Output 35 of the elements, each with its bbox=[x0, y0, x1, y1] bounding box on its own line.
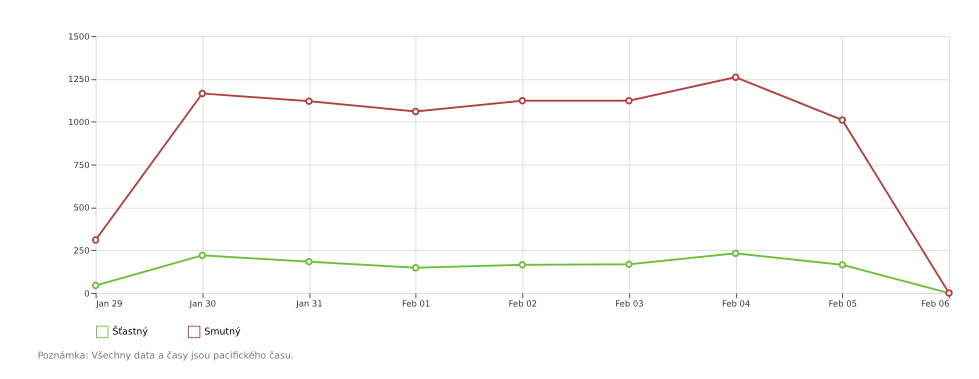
point bbox=[412, 108, 420, 116]
point bbox=[92, 236, 100, 244]
y-tick-label: 0 bbox=[84, 288, 90, 298]
x-tick-label: Jan 29 bbox=[95, 298, 123, 309]
x-tick-label: Feb 05 bbox=[828, 298, 857, 309]
y-tick-label: 250 bbox=[73, 246, 90, 256]
text: Poznámka: Všechny data a časy jsou pacifického času. bbox=[38, 350, 294, 362]
point bbox=[732, 74, 740, 81]
point bbox=[412, 264, 420, 272]
x-tick-label: Jan 31 bbox=[295, 298, 323, 309]
x-tick-label: Jan 30 bbox=[188, 298, 216, 309]
point bbox=[305, 98, 313, 105]
x-tick-label: Feb 04 bbox=[722, 298, 750, 309]
legend-label: Smutný bbox=[204, 326, 242, 338]
x-tick-label: Feb 01 bbox=[402, 298, 430, 309]
y-tick-label: 1000 bbox=[68, 117, 90, 128]
y-tick-label: 1250 bbox=[68, 74, 90, 84]
point bbox=[732, 250, 740, 258]
x-tick-label: Feb 02 bbox=[508, 298, 537, 309]
point bbox=[198, 90, 206, 98]
y-tick-label: 1500 bbox=[68, 31, 90, 42]
point bbox=[838, 261, 846, 269]
point bbox=[625, 260, 633, 268]
point bbox=[92, 282, 100, 290]
x-tick-label: Feb 06 bbox=[921, 298, 950, 309]
point bbox=[198, 252, 206, 260]
point bbox=[518, 261, 526, 269]
point bbox=[838, 116, 846, 124]
legend-label: Šťastný bbox=[112, 326, 148, 338]
y-tick-label: 500 bbox=[73, 202, 90, 213]
x-tick-label: Feb 03 bbox=[615, 298, 644, 309]
y-tick-label: 750 bbox=[73, 160, 90, 170]
point bbox=[518, 96, 526, 104]
point bbox=[625, 96, 633, 104]
point bbox=[305, 258, 313, 266]
